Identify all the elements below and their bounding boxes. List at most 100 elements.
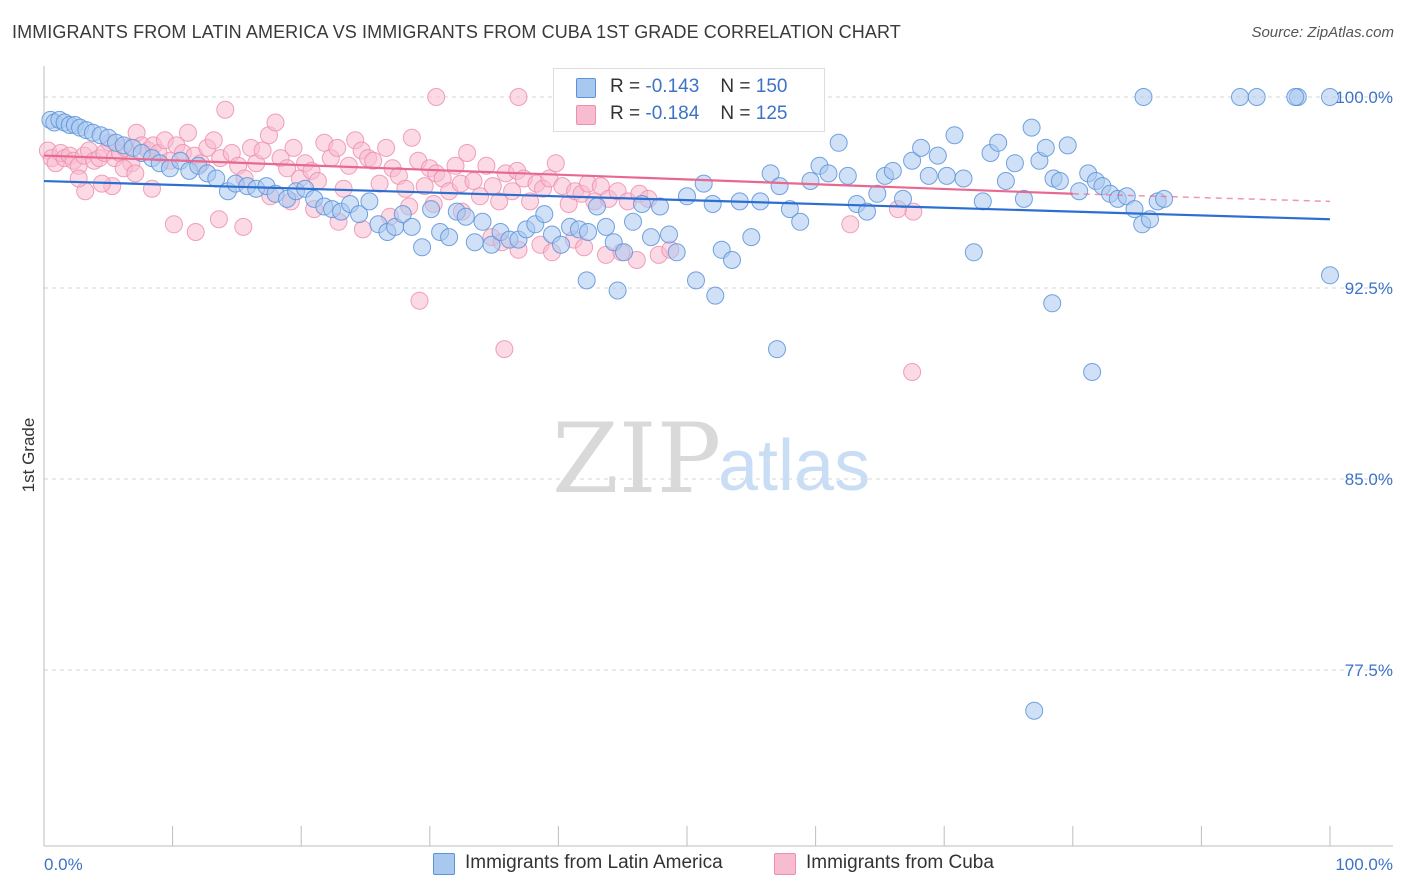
latin-america-point bbox=[1070, 182, 1089, 201]
latin-america-point bbox=[903, 151, 922, 170]
latin-america-point bbox=[723, 251, 741, 269]
y-tick-label: 85.0% bbox=[1345, 470, 1393, 489]
cuba-point bbox=[464, 172, 483, 190]
legend-n-label: N = bbox=[720, 103, 751, 124]
latin-america-point bbox=[945, 126, 964, 145]
source-credit: Source: ZipAtlas.com bbox=[1251, 24, 1394, 41]
watermark: ZIP atlas bbox=[552, 403, 870, 515]
x-tick-label: 0.0% bbox=[44, 855, 83, 874]
latin-america-point bbox=[1036, 138, 1055, 157]
y-tick-label: 77.5% bbox=[1345, 661, 1393, 680]
latin-america-point bbox=[996, 172, 1015, 190]
watermark-atlas: atlas bbox=[718, 426, 870, 506]
latin-america-point bbox=[440, 228, 459, 247]
latin-america-point bbox=[954, 169, 973, 188]
legend-label: Immigrants from Latin America bbox=[465, 852, 723, 873]
cuba-point bbox=[328, 138, 347, 157]
cuba-point bbox=[458, 144, 477, 162]
latin-america-point bbox=[577, 271, 596, 290]
latin-america-point bbox=[1286, 88, 1305, 106]
cuba-point bbox=[126, 164, 145, 183]
latin-america-point bbox=[1014, 189, 1033, 208]
latin-america-point bbox=[651, 197, 669, 216]
latin-america-point bbox=[678, 187, 696, 206]
latin-america-point bbox=[482, 235, 501, 254]
cuba-point bbox=[471, 187, 489, 206]
cuba-point bbox=[402, 128, 421, 147]
cuba-point bbox=[69, 169, 88, 188]
cuba-point bbox=[483, 177, 502, 196]
latin-america-point bbox=[456, 207, 475, 226]
cuba-point bbox=[143, 179, 161, 198]
correlation-legend: R = -0.143 N = 150 R = -0.184 N = 125 bbox=[553, 68, 825, 132]
legend-swatch-blue bbox=[433, 853, 455, 875]
latin-america-point bbox=[1125, 200, 1144, 219]
legend-r-value: -0.143 bbox=[645, 76, 700, 97]
x-tick-label: 100.0% bbox=[1335, 855, 1393, 874]
cuba-trend-line bbox=[43, 154, 1073, 195]
chart-title: IMMIGRANTS FROM LATIN AMERICA VS IMMIGRA… bbox=[12, 22, 901, 42]
legend-swatch-pink bbox=[576, 105, 596, 125]
latin-america-point bbox=[791, 212, 810, 231]
watermark-zip: ZIP bbox=[552, 403, 721, 515]
latin-america-point bbox=[989, 133, 1008, 152]
latin-america-point bbox=[858, 202, 876, 221]
cuba-point bbox=[164, 215, 183, 234]
latin-america-point bbox=[1247, 88, 1266, 106]
cuba-point bbox=[216, 100, 235, 119]
cuba-point bbox=[179, 123, 197, 142]
latin-america-point bbox=[912, 138, 931, 157]
latin-america-point bbox=[1025, 701, 1044, 720]
cuba-point bbox=[204, 131, 223, 150]
label-layer: 100.0% 92.5% 85.0% 77.5% 0.0% 100.0% 1st Grade bbox=[19, 88, 1393, 874]
cuba-point bbox=[186, 223, 205, 241]
latin-america-point bbox=[1058, 136, 1077, 155]
latin-america-point bbox=[642, 228, 660, 247]
cuba-point bbox=[234, 217, 253, 236]
y-axis-title: 1st Grade bbox=[19, 418, 38, 493]
latin-america-point bbox=[973, 192, 992, 211]
axis-layer bbox=[43, 66, 1393, 847]
legend-n-value: 150 bbox=[755, 76, 788, 97]
latin-america-point bbox=[615, 243, 633, 262]
cuba-point bbox=[427, 88, 446, 106]
legend-r-value: -0.184 bbox=[645, 103, 700, 124]
latin-america-point bbox=[1083, 363, 1102, 381]
latin-america-point bbox=[465, 233, 484, 252]
latin-america-point bbox=[350, 205, 369, 224]
legend-swatch-blue bbox=[576, 78, 596, 98]
cuba-point bbox=[209, 210, 228, 229]
latin-america-point bbox=[608, 281, 627, 300]
cuba-point bbox=[490, 192, 509, 211]
latin-america-point bbox=[964, 243, 983, 262]
latin-america-point bbox=[413, 238, 432, 257]
latin-america-point bbox=[703, 195, 722, 213]
latin-america-point bbox=[883, 161, 902, 180]
series-legend: Immigrants from Latin America Immigrants… bbox=[0, 852, 1406, 878]
latin-america-point bbox=[819, 164, 838, 183]
cuba-point bbox=[477, 156, 496, 175]
latin-america-point bbox=[667, 243, 686, 262]
cuba-point bbox=[377, 138, 396, 157]
cuba-point bbox=[903, 363, 922, 381]
latin-america-point bbox=[868, 184, 887, 203]
latin-america-point bbox=[894, 189, 912, 208]
cuba-point bbox=[266, 113, 285, 132]
latin-america-point bbox=[1155, 189, 1174, 208]
cuba-point bbox=[353, 220, 372, 239]
cuba-point bbox=[575, 238, 594, 257]
cuba-point bbox=[546, 154, 565, 173]
cuba-point bbox=[396, 179, 415, 198]
y-tick-label: 100.0% bbox=[1335, 88, 1393, 107]
latin-america-point bbox=[1022, 118, 1041, 137]
latin-america-point bbox=[360, 192, 379, 211]
latin-america-point bbox=[742, 228, 761, 247]
latin-america-point bbox=[473, 212, 492, 231]
legend-swatch-pink bbox=[774, 853, 796, 875]
latin-america-point bbox=[624, 212, 642, 231]
cuba-trend-extension bbox=[1072, 193, 1331, 203]
cuba-point bbox=[284, 138, 303, 157]
latin-america-point bbox=[1134, 88, 1153, 106]
latin-america-point bbox=[928, 146, 947, 165]
